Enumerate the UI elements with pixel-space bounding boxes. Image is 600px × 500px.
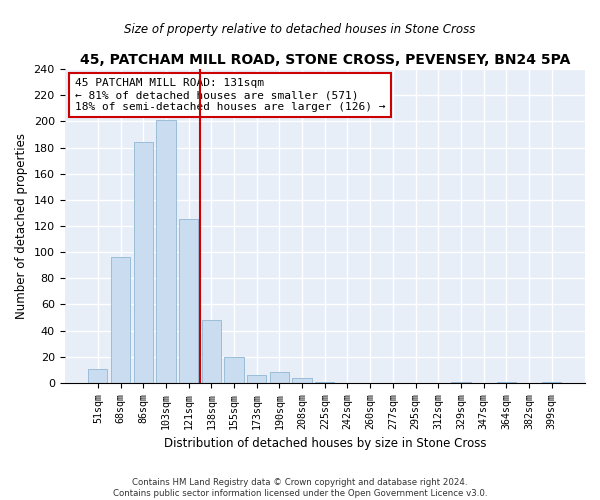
Bar	[451, 382, 470, 383]
Bar	[156, 120, 176, 383]
Title: 45, PATCHAM MILL ROAD, STONE CROSS, PEVENSEY, BN24 5PA: 45, PATCHAM MILL ROAD, STONE CROSS, PEVE…	[80, 52, 570, 66]
Text: Size of property relative to detached houses in Stone Cross: Size of property relative to detached ho…	[124, 24, 476, 36]
Text: Contains HM Land Registry data © Crown copyright and database right 2024.
Contai: Contains HM Land Registry data © Crown c…	[113, 478, 487, 498]
Bar	[497, 382, 516, 383]
Bar	[270, 372, 289, 383]
Bar	[202, 320, 221, 383]
Bar	[542, 382, 562, 383]
Bar	[111, 258, 130, 383]
Y-axis label: Number of detached properties: Number of detached properties	[15, 133, 28, 319]
Bar	[315, 382, 334, 383]
Bar	[292, 378, 312, 383]
X-axis label: Distribution of detached houses by size in Stone Cross: Distribution of detached houses by size …	[164, 437, 486, 450]
Bar	[224, 357, 244, 383]
Bar	[88, 368, 107, 383]
Bar	[134, 142, 153, 383]
Text: 45 PATCHAM MILL ROAD: 131sqm
← 81% of detached houses are smaller (571)
18% of s: 45 PATCHAM MILL ROAD: 131sqm ← 81% of de…	[75, 78, 385, 112]
Bar	[179, 220, 198, 383]
Bar	[247, 375, 266, 383]
